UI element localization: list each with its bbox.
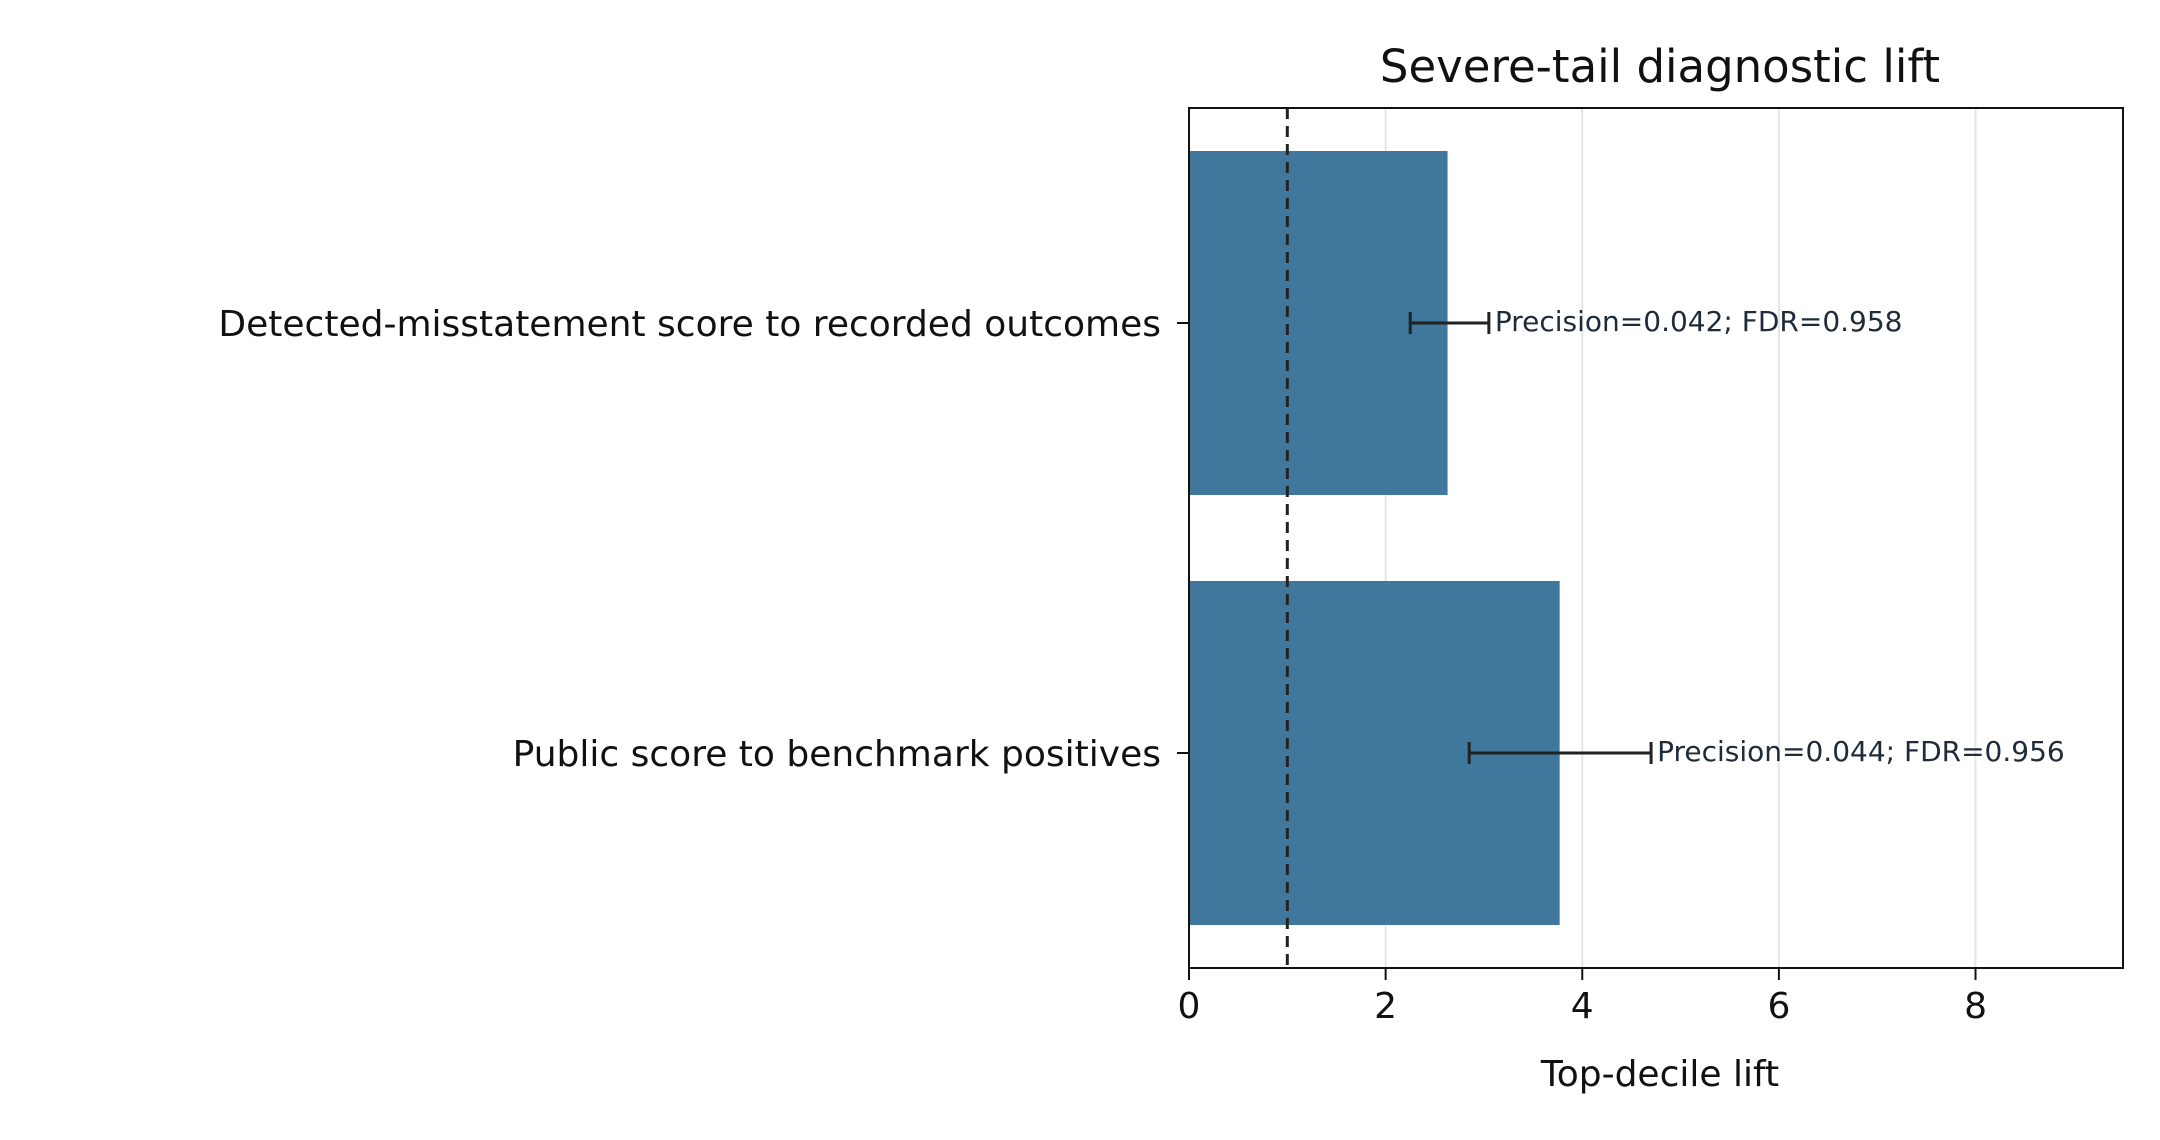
plot-frame — [1188, 107, 2124, 969]
bar-layer — [1189, 151, 1560, 925]
x-axis-label: Top-decile lift — [1540, 1054, 1779, 1095]
x-tick-label: 0 — [1178, 986, 1201, 1027]
x-tick-label: 6 — [1767, 986, 1790, 1027]
error-bar-layer — [1408, 312, 1653, 764]
annotation-layer: Precision=0.042; FDR=0.958 Precision=0.04… — [1495, 305, 2065, 768]
x-tick-label: 2 — [1374, 986, 1397, 1027]
annotation-label: Precision=0.044; FDR=0.956 — [1657, 735, 2065, 768]
category-label: Public score to benchmark positives — [513, 734, 1161, 775]
category-label: Detected-misstatement score to recorded … — [218, 304, 1161, 345]
x-tick-label: 8 — [1964, 986, 1987, 1027]
annotation-label: Precision=0.042; FDR=0.958 — [1495, 305, 1903, 338]
tick-layer: 0 2 4 6 8 Detected-misstatement score to reco… — [218, 304, 1987, 1027]
chart-title: Severe-tail diagnostic lift — [1380, 40, 1940, 93]
x-tick-label: 4 — [1571, 986, 1594, 1027]
bar — [1189, 151, 1448, 495]
